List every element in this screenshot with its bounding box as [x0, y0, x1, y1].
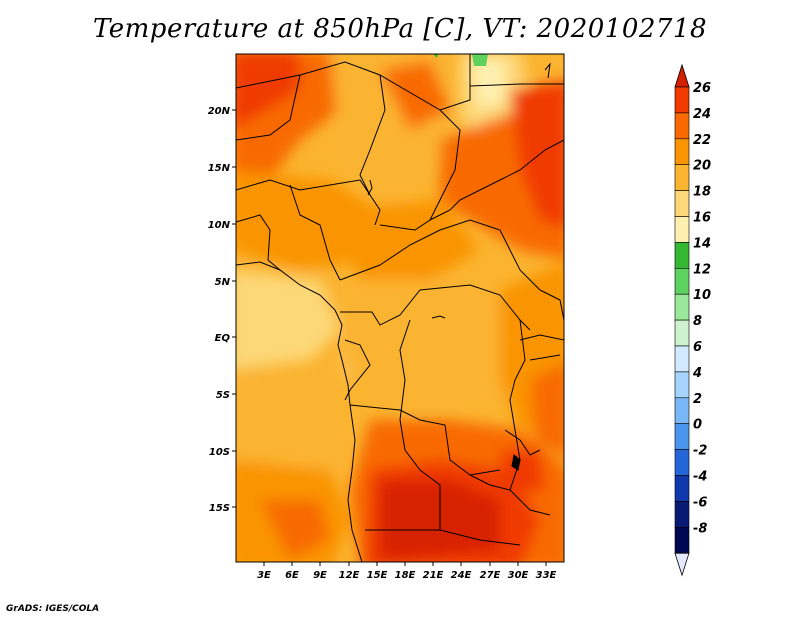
colorbar-top-arrow — [674, 63, 690, 88]
lon-label-24e: 24E — [451, 570, 472, 581]
lon-label-12e: 12E — [339, 570, 360, 581]
colorbar-swatch — [674, 423, 690, 450]
colorbar-label: 22 — [693, 133, 711, 148]
lon-axis: 3E 6E 9E 12E 15E 18E 21E 24E 27E 30E 33E — [257, 562, 557, 581]
lat-label-10s: 10S — [209, 447, 230, 458]
colorbar-swatch — [674, 293, 690, 321]
colorbar-swatch — [674, 526, 690, 554]
colorbar-swatch — [674, 216, 690, 243]
colorbar-label: -4 — [693, 470, 707, 485]
lon-label-9e: 9E — [313, 570, 327, 581]
colorbar-swatch — [674, 86, 690, 114]
colorbar-swatch — [674, 319, 690, 347]
colorbar-swatch — [674, 267, 690, 295]
lon-label-18e: 18E — [395, 570, 416, 581]
colorbar-label: -6 — [693, 495, 707, 510]
colorbar-swatch — [674, 164, 690, 191]
colorbar-label: 4 — [692, 366, 702, 381]
lat-label-eq: EQ — [215, 333, 231, 344]
colorbar-swatch — [674, 475, 690, 502]
grads-credit: GrADS: IGES/COLA — [6, 604, 100, 614]
colorbar-swatch — [674, 345, 690, 373]
colorbar-label: 24 — [693, 107, 711, 122]
colorbar-bottom-arrow — [674, 552, 690, 577]
colorbar-label: 0 — [693, 418, 702, 433]
lat-label-20n: 20N — [208, 106, 231, 117]
colorbar-label: 18 — [693, 185, 711, 200]
lon-label-6e: 6E — [285, 570, 299, 581]
colorbar-label: 26 — [693, 81, 711, 96]
temperature-field — [236, 54, 564, 562]
colorbar-label: 20 — [693, 159, 711, 174]
colorbar-label: 12 — [693, 262, 711, 277]
colorbar-swatch — [674, 190, 690, 217]
lon-label-21e: 21E — [423, 570, 444, 581]
lon-label-27e: 27E — [480, 570, 501, 581]
lat-label-5s: 5S — [216, 390, 230, 401]
colorbar-swatch — [674, 112, 690, 140]
colorbar-label: -2 — [693, 444, 707, 459]
lon-label-15e: 15E — [367, 570, 388, 581]
colorbar-swatch — [674, 371, 690, 399]
colorbar-label: 16 — [693, 211, 711, 226]
colorbar-swatch — [674, 501, 690, 528]
map-frame — [235, 53, 565, 563]
lat-label-15s: 15S — [209, 503, 230, 514]
chart-title: Temperature at 850hPa [C], VT: 202010271… — [92, 14, 708, 44]
colorbar-label: 8 — [693, 314, 702, 329]
colorbar-swatch — [674, 138, 690, 166]
colorbar-label: 14 — [693, 236, 711, 251]
lat-label-5n: 5N — [215, 277, 231, 288]
colorbar-label: -8 — [693, 521, 707, 536]
lat-label-10n: 10N — [208, 220, 231, 231]
political-borders — [236, 54, 564, 562]
lat-axis: 20N 15N 10N 5N EQ 5S 10S 15S — [208, 106, 236, 514]
colorbar-label: 6 — [693, 340, 702, 355]
lon-label-33e: 33E — [536, 570, 557, 581]
colorbar-swatch — [674, 449, 690, 476]
lon-label-30e: 30E — [508, 570, 529, 581]
colorbar-label: 10 — [693, 288, 711, 303]
lon-label-3e: 3E — [257, 570, 271, 581]
colorbar-swatch — [674, 242, 690, 269]
lat-label-15n: 15N — [208, 163, 231, 174]
colorbar-label: 2 — [693, 392, 702, 407]
colorbar-swatch — [674, 397, 690, 424]
